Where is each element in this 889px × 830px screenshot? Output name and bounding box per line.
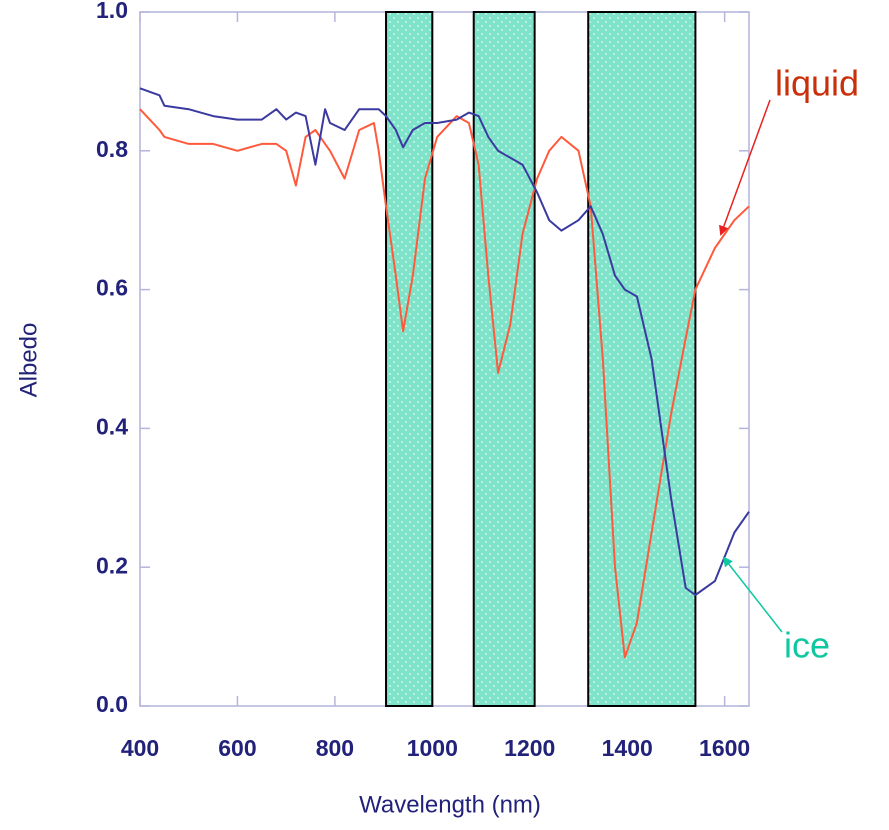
absorption-band <box>472 11 536 707</box>
plot-frame <box>139 11 750 707</box>
y-tick-label: 1.0 <box>96 0 128 23</box>
x-tick-label: 1400 <box>602 735 653 761</box>
annotation-arrow <box>719 99 771 236</box>
absorption-band <box>587 11 697 707</box>
absorption-band <box>385 11 434 707</box>
x-tick-label: 1200 <box>504 735 555 761</box>
y-tick-label: 0.6 <box>96 275 128 301</box>
band-outline <box>587 11 697 707</box>
series-line <box>139 87 750 596</box>
y-tick-label: 0.0 <box>96 691 128 717</box>
y-axis-title: Albedo <box>15 323 42 398</box>
annotation: ice <box>784 625 830 666</box>
x-tick-label: 400 <box>121 735 159 761</box>
band-outline <box>385 11 434 707</box>
plot: 0.0 0.2 0.4 0.6 0.8 1.0 400 600 800 1000 1200 1400 1… <box>96 0 750 761</box>
y-tick-label: 0.8 <box>96 136 128 162</box>
x-tick-label: 1000 <box>407 735 458 761</box>
x-tick-label: 1600 <box>699 735 750 761</box>
annotation-arrow <box>722 556 783 633</box>
band-outline <box>472 11 536 707</box>
x-tick-label: 600 <box>218 735 256 761</box>
y-tick-label: 0.2 <box>96 552 128 578</box>
x-tick-label: 800 <box>316 735 354 761</box>
y-tick-label: 0.4 <box>96 413 128 439</box>
series-line <box>139 108 750 659</box>
x-axis-title: Wavelength (nm) <box>359 791 541 818</box>
annotation: liquid <box>775 63 859 104</box>
